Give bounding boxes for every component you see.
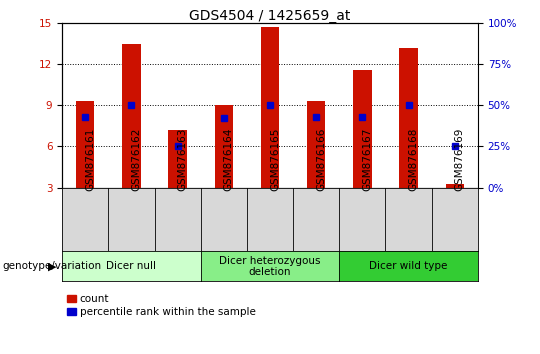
Text: GSM876166: GSM876166 [316,127,326,191]
Text: GSM876164: GSM876164 [224,127,234,191]
Bar [261,27,279,188]
Bar [353,70,372,188]
Text: GSM876167: GSM876167 [362,127,373,191]
Bar [446,183,464,188]
Text: Dicer wild type: Dicer wild type [369,261,448,272]
Bar [122,44,140,188]
Text: GSM876161: GSM876161 [85,127,95,191]
Text: Dicer heterozygous
deletion: Dicer heterozygous deletion [219,256,321,277]
Bar [168,130,187,188]
Text: GSM876168: GSM876168 [409,127,419,191]
Text: genotype/variation: genotype/variation [3,261,102,272]
Text: GSM876162: GSM876162 [131,127,141,191]
Bar [307,101,326,188]
Text: GSM876169: GSM876169 [455,127,465,191]
Text: ▶: ▶ [48,261,57,272]
Text: Dicer null: Dicer null [106,261,157,272]
Text: GSM876163: GSM876163 [178,127,187,191]
Bar [76,101,94,188]
Legend: count, percentile rank within the sample: count, percentile rank within the sample [68,294,255,317]
Text: GSM876165: GSM876165 [270,127,280,191]
Text: GDS4504 / 1425659_at: GDS4504 / 1425659_at [190,9,350,23]
Bar [400,48,418,188]
Bar [214,105,233,188]
